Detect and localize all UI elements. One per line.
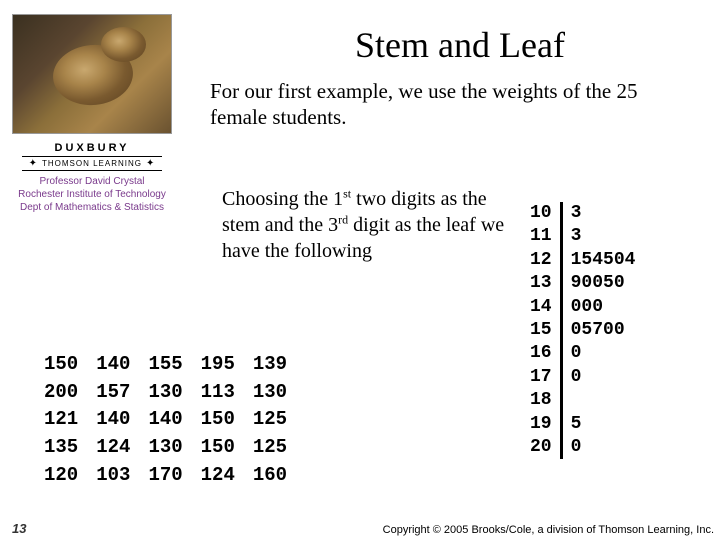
page-number: 13 [12,521,26,536]
publisher-block: DUXBURY ✦ THOMSON LEARNING ✦ Professor D… [12,142,172,214]
data-cell: 135 [44,435,94,461]
data-cell: 170 [148,463,198,489]
table-row: 135124130150125 [44,435,303,461]
stem-cell: 11 [530,225,561,248]
page-title: Stem and Leaf [220,24,700,66]
stemleaf-row: 195 [530,413,635,436]
stemleaf-row: 12154504 [530,249,635,272]
stemleaf-row: 103 [530,202,635,225]
data-cell: 140 [96,407,146,433]
data-cell: 195 [201,352,251,378]
data-cell: 150 [44,352,94,378]
department: Dept of Mathematics & Statistics [12,201,172,214]
explanation-text: Choosing the 1st two digits as the stem … [222,186,512,264]
stem-cell: 14 [530,296,561,319]
data-cell: 124 [96,435,146,461]
stem-cell: 19 [530,413,561,436]
data-cell: 130 [253,380,303,406]
data-cell: 130 [148,435,198,461]
header-image [12,14,172,134]
leaf-cell: 3 [561,202,635,225]
table-row: 150140155195139 [44,352,303,378]
leaf-cell: 05700 [561,319,635,342]
stemleaf-row: 14000 [530,296,635,319]
leaf-cell: 90050 [561,272,635,295]
data-cell: 155 [148,352,198,378]
leaf-cell [561,389,635,412]
stemleaf-row: 160 [530,342,635,365]
publisher-subline: ✦ THOMSON LEARNING ✦ [22,156,162,171]
stem-cell: 13 [530,272,561,295]
table-row: 200157130113130 [44,380,303,406]
data-cell: 121 [44,407,94,433]
data-cell: 150 [201,435,251,461]
data-cell: 125 [253,435,303,461]
data-cell: 125 [253,407,303,433]
data-cell: 150 [201,407,251,433]
professor-info: Professor David Crystal Rochester Instit… [12,175,172,214]
institution: Rochester Institute of Technology [12,188,172,201]
star-icon: ✦ [146,158,155,169]
stem-cell: 10 [530,202,561,225]
data-cell: 120 [44,463,94,489]
stem-leaf-plot: 1031131215450413900501400015057001601701… [530,202,635,459]
data-cell: 157 [96,380,146,406]
table-row: 120103170124160 [44,463,303,489]
professor-name: Professor David Crystal [12,175,172,188]
data-cell: 200 [44,380,94,406]
explain-sup2: rd [338,212,348,226]
data-cell: 160 [253,463,303,489]
data-cell: 140 [96,352,146,378]
leaf-cell: 0 [561,366,635,389]
stemleaf-row: 1505700 [530,319,635,342]
data-cell: 140 [148,407,198,433]
data-cell: 113 [201,380,251,406]
stemleaf-row: 1390050 [530,272,635,295]
leaf-cell: 000 [561,296,635,319]
slide: DUXBURY ✦ THOMSON LEARNING ✦ Professor D… [0,0,728,546]
data-cell: 139 [253,352,303,378]
subtitle-text: For our first example, we use the weight… [210,78,660,131]
stem-cell: 20 [530,436,561,459]
stem-cell: 16 [530,342,561,365]
leaf-cell: 3 [561,225,635,248]
data-cell: 124 [201,463,251,489]
stemleaf-row: 170 [530,366,635,389]
raw-data-table: 1501401551951392001571301131301211401401… [42,350,305,490]
table-row: 121140140150125 [44,407,303,433]
leaf-cell: 0 [561,342,635,365]
data-cell: 103 [96,463,146,489]
star-icon: ✦ [29,158,38,169]
stem-cell: 12 [530,249,561,272]
explain-sup1: st [343,186,351,200]
data-cell: 130 [148,380,198,406]
stemleaf-row: 113 [530,225,635,248]
copyright-text: Copyright © 2005 Brooks/Cole, a division… [383,524,714,536]
stemleaf-row: 200 [530,436,635,459]
stem-cell: 18 [530,389,561,412]
leaf-cell: 5 [561,413,635,436]
publisher-brand: DUXBURY [12,142,172,154]
stemleaf-row: 18 [530,389,635,412]
leaf-cell: 154504 [561,249,635,272]
explain-part1: Choosing the 1 [222,188,343,210]
publisher-sub: THOMSON LEARNING [42,159,142,168]
stem-cell: 17 [530,366,561,389]
stem-cell: 15 [530,319,561,342]
leaf-cell: 0 [561,436,635,459]
